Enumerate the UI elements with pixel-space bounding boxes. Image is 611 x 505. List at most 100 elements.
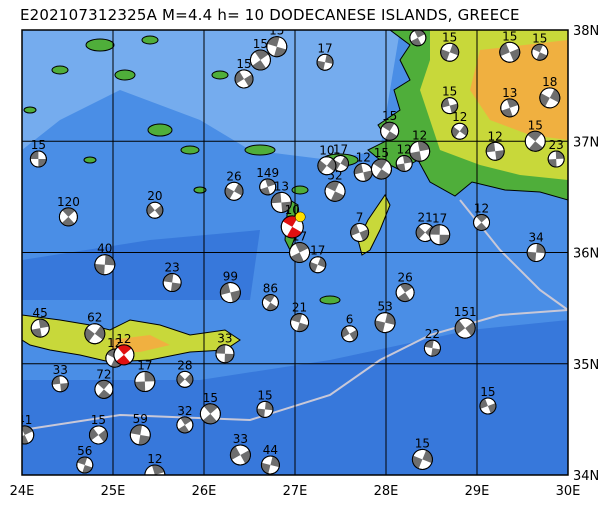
depth-label: 10 [319, 144, 334, 158]
focal-mechanism[interactable] [536, 84, 563, 111]
focal-mechanism[interactable] [259, 291, 281, 313]
focal-mechanism[interactable] [322, 178, 349, 205]
focal-mechanism[interactable] [215, 344, 235, 364]
focal-mechanism[interactable] [316, 53, 335, 72]
depth-label: 33 [233, 432, 248, 446]
focal-mechanism[interactable] [30, 318, 51, 339]
focal-mechanism[interactable] [497, 39, 523, 65]
depth-label: 15 [253, 37, 268, 51]
depth-label: 56 [77, 444, 92, 458]
focal-mechanism[interactable] [330, 153, 352, 175]
depth-label: 15 [415, 436, 430, 450]
focal-mechanism[interactable] [423, 339, 441, 357]
lon-tick-label: 28E [374, 484, 399, 499]
depth-label: 12 [116, 332, 131, 346]
depth-label: 23 [549, 138, 564, 152]
focal-mechanism[interactable] [393, 280, 418, 305]
focal-mechanism[interactable] [218, 280, 242, 304]
focal-mechanism[interactable] [56, 204, 81, 229]
focal-mechanism[interactable] [81, 320, 109, 348]
depth-label: 86 [263, 282, 278, 296]
depth-label: 17 [137, 359, 152, 373]
focal-mechanism[interactable] [478, 396, 499, 417]
depth-label: 12 [488, 129, 503, 143]
depth-label: 20 [147, 189, 162, 203]
focal-mechanism[interactable] [529, 42, 550, 63]
focal-mechanism[interactable] [260, 454, 282, 476]
depth-label: 151 [454, 305, 477, 319]
deep-sea [22, 230, 568, 475]
focal-mechanism[interactable] [438, 41, 461, 64]
depth-label: 15 [257, 388, 272, 402]
focal-mechanism[interactable] [286, 239, 313, 266]
focal-mechanism[interactable] [485, 141, 505, 161]
depth-label: 10 [285, 203, 300, 217]
focal-mechanism[interactable] [91, 377, 116, 402]
focal-mechanism[interactable] [314, 153, 339, 178]
focal-mechanism[interactable] [451, 314, 479, 342]
depth-label: 21 [417, 210, 432, 224]
focal-mechanism[interactable] [129, 423, 152, 446]
focal-mechanism[interactable] [222, 179, 246, 203]
focal-mechanism[interactable] [307, 254, 328, 275]
focal-mechanism[interactable] [470, 211, 493, 234]
lat-tick-label: 34N [573, 469, 599, 484]
focal-mechanism[interactable] [407, 27, 429, 49]
lat-tick-label: 35N [573, 358, 599, 373]
focal-mechanism[interactable] [288, 311, 310, 333]
lon-tick-label: 27E [283, 484, 308, 499]
focal-mechanism[interactable] [51, 375, 69, 393]
focal-mechanism[interactable] [498, 96, 521, 119]
focal-mechanism[interactable] [395, 154, 413, 172]
focal-mechanism[interactable] [409, 446, 435, 472]
focal-mechanism[interactable] [29, 150, 47, 168]
depth-label: 32 [177, 404, 192, 418]
focal-mechanism[interactable] [547, 150, 565, 168]
focal-mechanism[interactable] [162, 272, 182, 293]
lon-tick-label: 25E [101, 484, 126, 499]
focal-mechanism[interactable] [429, 224, 451, 246]
focal-mechanism[interactable] [339, 323, 361, 345]
focal-mechanism[interactable] [256, 400, 274, 419]
depth-label: 12 [412, 128, 427, 142]
focal-mechanism[interactable] [264, 34, 289, 59]
depth-label: 15 [31, 138, 46, 152]
depth-label: 12 [474, 201, 489, 215]
focal-mechanism[interactable] [368, 155, 396, 183]
depth-label: 26 [226, 169, 241, 183]
depth-label: 44 [263, 443, 278, 457]
focal-mechanism[interactable] [94, 254, 116, 276]
focal-mechanism[interactable] [227, 441, 254, 468]
focal-mechanism[interactable] [75, 455, 95, 475]
depth-label: 17 [317, 41, 332, 55]
focal-mechanism[interactable] [408, 140, 431, 163]
focal-mechanism[interactable] [174, 368, 197, 391]
depth-label: 120 [57, 195, 80, 209]
focal-mechanism[interactable] [521, 127, 549, 155]
focal-mechanism[interactable] [13, 423, 37, 447]
focal-mechanism[interactable] [348, 221, 371, 244]
focal-mechanism[interactable] [352, 162, 374, 184]
focal-mechanism[interactable] [144, 199, 167, 222]
focal-mechanism[interactable] [449, 120, 471, 142]
focal-mechanism[interactable] [373, 311, 397, 335]
focal-mechanism[interactable] [142, 463, 167, 488]
depth-label: 7 [356, 210, 364, 224]
focal-mechanism[interactable] [86, 422, 111, 447]
focal-mechanism[interactable] [526, 243, 546, 263]
focal-mechanism[interactable] [377, 119, 402, 144]
focal-mechanism[interactable] [174, 414, 196, 436]
red-focal-mechanism[interactable] [110, 341, 138, 369]
focal-mechanism[interactable] [232, 67, 257, 92]
focal-mechanism[interactable] [258, 177, 278, 197]
focal-mechanism[interactable] [134, 371, 156, 393]
focal-mechanism[interactable] [440, 96, 460, 116]
focal-mechanism[interactable] [270, 191, 293, 214]
focal-mechanism[interactable] [196, 400, 224, 428]
depth-label: 15 [236, 57, 251, 71]
shallow-sea [22, 30, 400, 160]
depth-label: 15 [442, 30, 457, 44]
focal-mechanism[interactable] [246, 46, 274, 74]
depth-label: 15 [528, 118, 543, 132]
